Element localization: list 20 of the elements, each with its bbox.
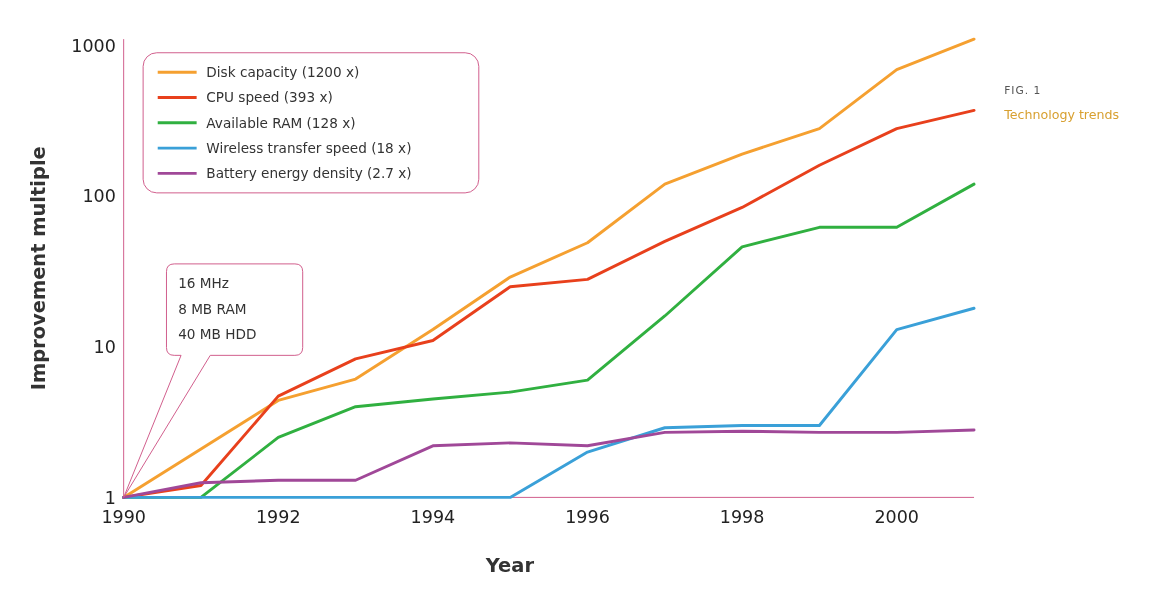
annotation: 16 MHz 8 MB RAM 40 MB HDD xyxy=(178,275,257,342)
y-tick-label: 100 xyxy=(82,186,116,207)
y-tick-label: 10 xyxy=(93,336,116,357)
x-tick-label: 1996 xyxy=(565,506,610,527)
y-tick-label: 1000 xyxy=(71,35,116,56)
legend-label: Available RAM (128 x) xyxy=(206,114,356,131)
legend-label: CPU speed (393 x) xyxy=(206,89,333,106)
x-tick-label: 1998 xyxy=(719,506,765,527)
x-axis-title: Year xyxy=(484,554,535,578)
y-tick-label: 1 xyxy=(104,487,116,508)
text: FIG. 1 xyxy=(1004,83,1042,97)
text: Technology trends xyxy=(1003,106,1120,122)
x-tick-label: 1994 xyxy=(410,506,456,527)
x-tick-label: 1990 xyxy=(101,506,146,527)
y-axis-title: Improvement multiple xyxy=(26,146,50,391)
legend-label: Disk capacity (1200 x) xyxy=(206,63,360,80)
x-tick-label: 2000 xyxy=(874,506,920,527)
legend-label: Battery energy density (2.7 x) xyxy=(206,165,412,182)
legend-label: Wireless transfer speed (18 x) xyxy=(206,139,412,156)
x-tick-label: 1992 xyxy=(256,506,301,527)
